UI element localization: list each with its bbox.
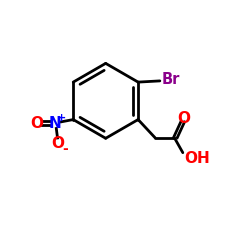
Text: +: + — [57, 113, 66, 123]
Text: N: N — [49, 116, 62, 131]
Text: O: O — [30, 116, 43, 131]
Text: O: O — [178, 111, 190, 126]
Text: OH: OH — [184, 151, 210, 166]
Text: Br: Br — [162, 72, 180, 87]
Text: O: O — [51, 136, 64, 151]
Text: -: - — [62, 142, 68, 156]
